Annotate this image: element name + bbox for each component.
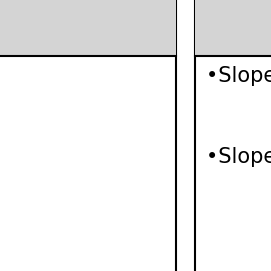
Bar [195,0,271,56]
Text: •Slope Length: •Slope Length [206,66,271,86]
Bar [0,0,176,56]
Text: •Slope Gradient: •Slope Gradient [206,147,271,167]
